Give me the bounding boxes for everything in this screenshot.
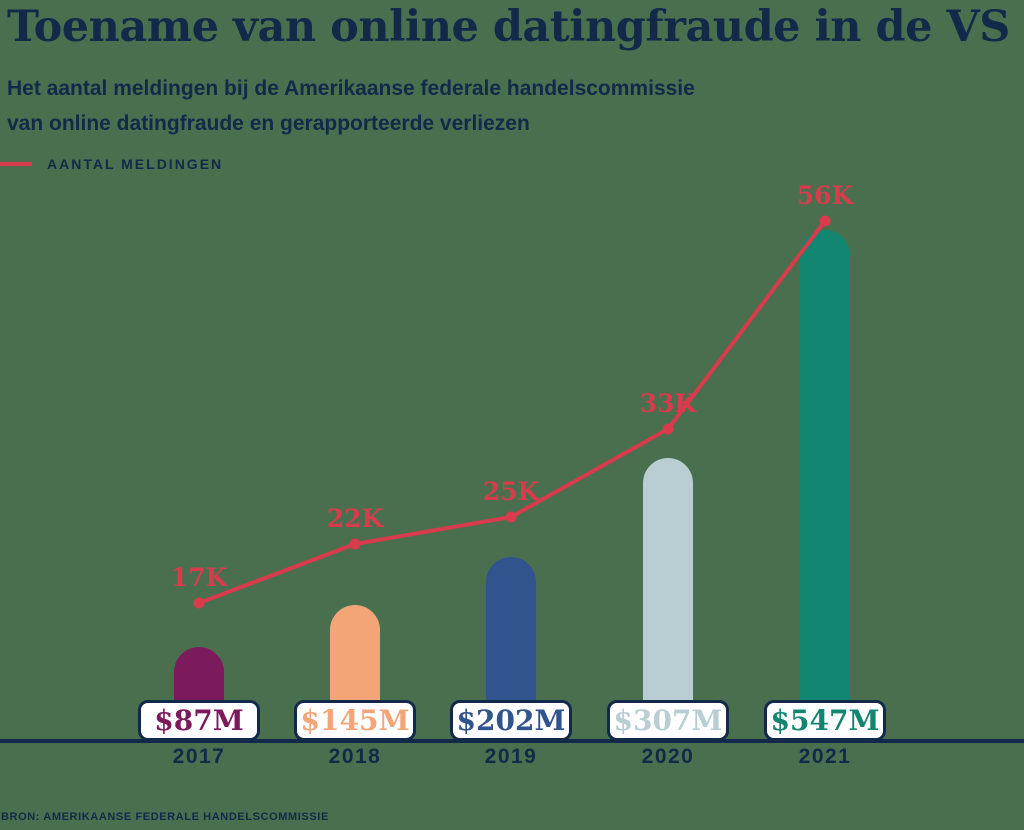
year-label-2019: 2019 (484, 745, 538, 768)
reports-marker-2019 (505, 511, 517, 523)
reports-label-2017: 17K (170, 563, 228, 592)
subtitle-line-2: van online datingfraude en gerapporteerd… (7, 112, 530, 135)
bar-2020 (643, 458, 693, 741)
page-subtitle: Het aantal meldingen bij de Amerikaanse … (7, 71, 695, 141)
year-label-2017: 2017 (172, 745, 226, 768)
reports-label-2020: 33K (639, 389, 697, 418)
value-box-2019: $202M (450, 700, 572, 741)
reports-marker-2020 (662, 423, 674, 435)
year-label-2018: 2018 (328, 745, 382, 768)
reports-marker-2021 (819, 215, 831, 227)
subtitle-line-1: Het aantal meldingen bij de Amerikaanse … (7, 77, 695, 100)
source-note: BRON: AMERIKAANSE FEDERALE HANDELSCOMMIS… (1, 811, 329, 823)
value-box-2018: $145M (294, 700, 416, 741)
value-label-2018: $145M (300, 704, 410, 737)
value-box-2020: $307M (607, 700, 729, 741)
year-label-2020: 2020 (641, 745, 695, 768)
value-box-2017: $87M (138, 700, 260, 741)
legend-line-swatch-icon (0, 162, 32, 166)
value-label-2020: $307M (613, 704, 723, 737)
reports-marker-2017 (193, 597, 205, 609)
year-label-2021: 2021 (798, 745, 852, 768)
reports-marker-2018 (349, 538, 361, 550)
value-label-2021: $547M (770, 704, 880, 737)
value-label-2017: $87M (154, 704, 244, 737)
value-label-2019: $202M (456, 704, 566, 737)
legend: AANTAL MELDINGEN (0, 156, 223, 172)
bar-2021 (800, 230, 850, 741)
reports-label-2019: 25K (482, 477, 540, 506)
x-axis-baseline (0, 739, 1024, 743)
reports-label-2021: 56K (796, 181, 854, 210)
page-title: Toename van online datingfraude in de VS (7, 2, 1010, 52)
legend-label: AANTAL MELDINGEN (47, 156, 224, 172)
reports-line (197, 219, 827, 605)
value-box-2021: $547M (764, 700, 886, 741)
reports-label-2018: 22K (326, 504, 384, 533)
